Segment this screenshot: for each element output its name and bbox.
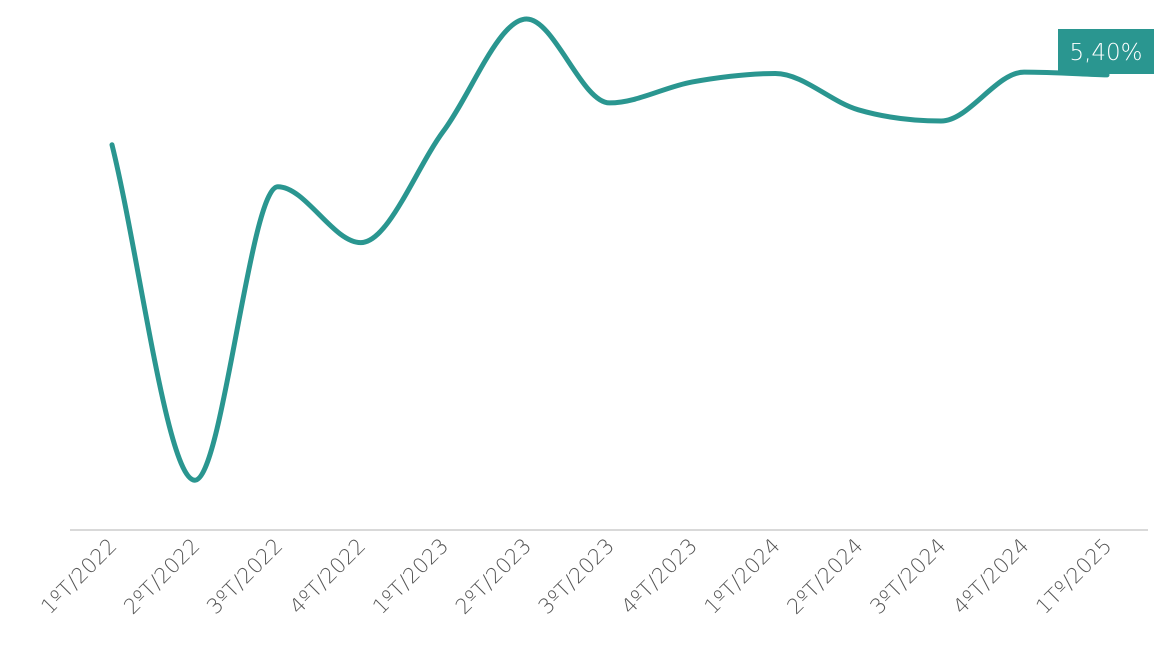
last-value-label-text: 5,40% (1069, 40, 1142, 66)
x-tick-label: 1ºT/2022 (36, 534, 121, 619)
x-tick-label: 2ºT/2022 (119, 534, 204, 619)
x-axis-tick-labels: 1ºT/20222ºT/20223ºT/20224ºT/20221ºT/2023… (36, 534, 1116, 619)
x-tick-label: 3ºT/2024 (865, 534, 950, 619)
x-tick-label: 4ºT/2023 (617, 534, 702, 619)
last-value-label-background (1058, 29, 1154, 74)
x-tick-label: 2ºT/2024 (783, 534, 868, 619)
x-tick-label: 1ºT/2023 (368, 534, 453, 619)
x-tick-label: 3ºT/2023 (534, 534, 619, 619)
last-value-label: 5,40% (1058, 29, 1154, 74)
x-tick-label: 4ºT/2022 (285, 534, 370, 619)
x-tick-label: 1Tº/2025 (1031, 534, 1116, 619)
x-tick-label: 3ºT/2022 (202, 534, 287, 619)
x-tick-label: 1ºT/2024 (700, 534, 785, 619)
x-tick-label: 2ºT/2023 (451, 534, 536, 619)
series-line (109, 16, 1110, 483)
x-tick-label: 4ºT/2024 (948, 534, 1033, 619)
